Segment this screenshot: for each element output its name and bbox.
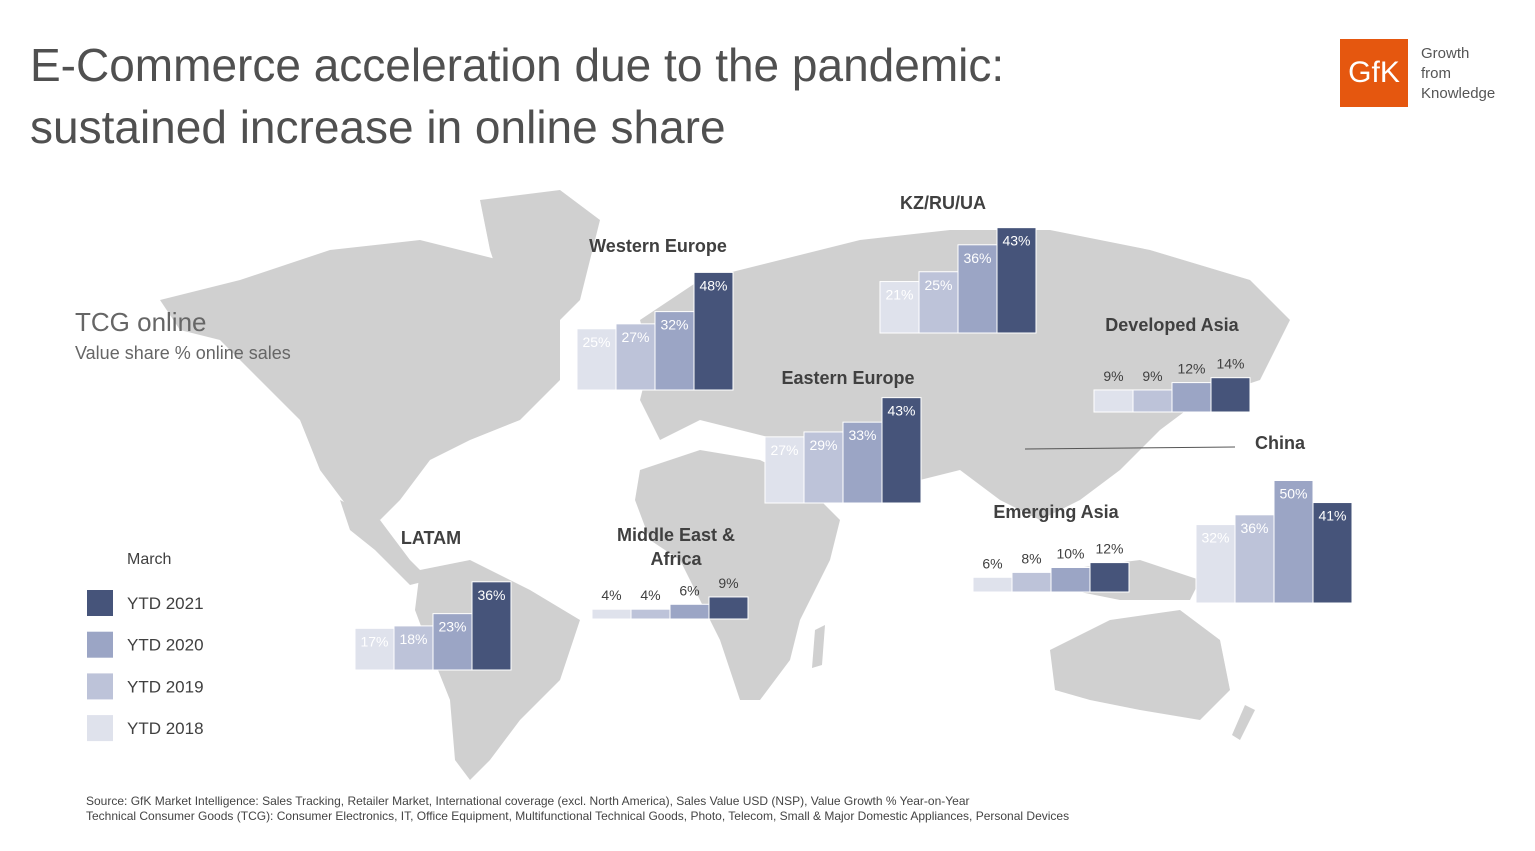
source-note: Source: GfK Market Intelligence: Sales T… bbox=[86, 794, 1069, 824]
value-label: 33% bbox=[848, 427, 876, 443]
world-map bbox=[160, 190, 1290, 780]
leader-line bbox=[1024, 446, 1236, 450]
legend-swatch bbox=[87, 590, 113, 616]
legend-label: YTD 2019 bbox=[127, 677, 204, 696]
chart-title: TCG online bbox=[75, 307, 207, 337]
region-label: Developed Asia bbox=[1105, 315, 1239, 335]
value-label: 48% bbox=[699, 277, 727, 293]
bar bbox=[576, 328, 617, 391]
legend-swatch bbox=[87, 673, 113, 700]
value-label: 4% bbox=[640, 587, 660, 603]
value-label: 21% bbox=[885, 287, 913, 303]
bar bbox=[708, 596, 749, 620]
bar bbox=[1273, 480, 1314, 604]
tagline-line: Knowledge bbox=[1421, 85, 1496, 102]
value-label: 36% bbox=[963, 250, 991, 266]
value-label: 6% bbox=[679, 582, 699, 598]
value-label: 18% bbox=[399, 631, 427, 647]
value-label: 36% bbox=[477, 587, 505, 603]
legend-swatch bbox=[87, 631, 113, 658]
bar bbox=[972, 576, 1013, 593]
bar bbox=[354, 627, 395, 671]
value-label: 9% bbox=[1142, 368, 1162, 384]
value-label: 25% bbox=[924, 277, 952, 293]
source-line: Source: GfK Market Intelligence: Sales T… bbox=[86, 794, 970, 808]
bar bbox=[764, 436, 805, 504]
bar bbox=[1195, 524, 1236, 604]
value-label: 32% bbox=[660, 317, 688, 333]
bar bbox=[669, 603, 710, 620]
bar bbox=[1093, 389, 1134, 413]
value-label: 23% bbox=[438, 619, 466, 635]
legend-label: YTD 2020 bbox=[127, 636, 204, 655]
value-label: 36% bbox=[1240, 520, 1268, 536]
tagline: Growth from Knowledge bbox=[1421, 44, 1495, 104]
value-label: 10% bbox=[1056, 546, 1084, 562]
legend-label: YTD 2021 bbox=[127, 594, 204, 613]
value-label: 17% bbox=[360, 633, 388, 649]
bar bbox=[1312, 502, 1353, 604]
value-label: 29% bbox=[809, 437, 837, 453]
value-label: 14% bbox=[1216, 356, 1244, 372]
bar bbox=[591, 608, 632, 620]
value-label: 50% bbox=[1279, 486, 1307, 502]
bar bbox=[1132, 389, 1173, 413]
legend-label: YTD 2018 bbox=[127, 719, 204, 738]
region-label: Western Europe bbox=[589, 236, 727, 256]
value-label: 8% bbox=[1021, 550, 1041, 566]
tagline-line: from bbox=[1421, 65, 1451, 82]
source-line: Technical Consumer Goods (TCG): Consumer… bbox=[86, 809, 1070, 823]
bar bbox=[1050, 567, 1091, 593]
bars: 48% 32% 27% 25% 43% 36% 25% 21% 14% 12% 9% 9% 43% 33%… bbox=[354, 227, 1353, 671]
value-label: 12% bbox=[1095, 541, 1123, 557]
bar bbox=[615, 323, 656, 391]
value-label: 41% bbox=[1318, 508, 1346, 524]
tagline-line: Growth bbox=[1421, 45, 1470, 62]
value-label: 4% bbox=[601, 587, 621, 603]
bar bbox=[693, 271, 734, 391]
logo: GfK bbox=[1340, 39, 1408, 107]
region-label: LATAM bbox=[400, 528, 462, 548]
value-label: 12% bbox=[1177, 361, 1205, 377]
bar bbox=[1234, 514, 1275, 604]
bar bbox=[1210, 377, 1251, 413]
bar bbox=[393, 625, 434, 671]
value-label: 9% bbox=[1103, 368, 1123, 384]
value-label: 43% bbox=[1002, 233, 1030, 249]
region-label: Middle East & Africa bbox=[616, 525, 736, 569]
title-line: E-Commerce acceleration due to the pande… bbox=[30, 39, 1005, 91]
value-label: 43% bbox=[887, 403, 915, 419]
bar bbox=[803, 431, 844, 504]
bar bbox=[996, 227, 1037, 334]
region-label: Emerging Asia bbox=[993, 502, 1119, 522]
value-label: 25% bbox=[582, 334, 610, 350]
value-label: 27% bbox=[770, 442, 798, 458]
legend-title: March bbox=[127, 551, 171, 568]
bar bbox=[957, 244, 998, 334]
bar bbox=[1011, 571, 1052, 593]
title-line: sustained increase in online share bbox=[30, 101, 726, 153]
bar bbox=[879, 281, 920, 334]
bar bbox=[1171, 382, 1212, 413]
region-label: China bbox=[1254, 433, 1305, 453]
legend-swatch bbox=[87, 715, 113, 742]
chart-subtitle: Value share % online sales bbox=[75, 343, 291, 363]
bar bbox=[654, 311, 695, 391]
bar bbox=[432, 613, 473, 671]
bar bbox=[918, 271, 959, 334]
value-label: 9% bbox=[718, 575, 738, 591]
value-label: 6% bbox=[982, 555, 1002, 571]
region-label: KZ/RU/UA bbox=[900, 193, 986, 213]
legend: March YTD 2021 YTD 2020 YTD 2019 YTD 2018 bbox=[87, 551, 204, 742]
value-label: 32% bbox=[1201, 530, 1229, 546]
bar bbox=[1089, 562, 1130, 593]
value-label: 27% bbox=[621, 329, 649, 345]
page-title: E-Commerce acceleration due to the pande… bbox=[30, 34, 1004, 158]
region-label: Eastern Europe bbox=[781, 368, 915, 388]
bar bbox=[630, 608, 671, 620]
